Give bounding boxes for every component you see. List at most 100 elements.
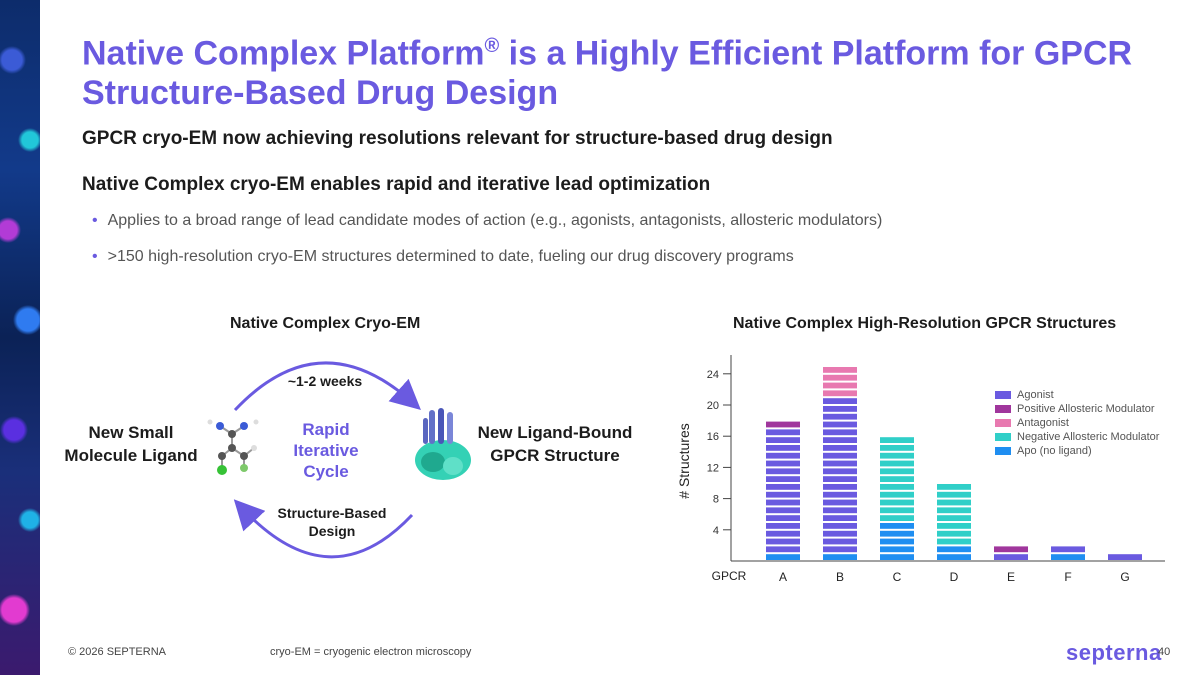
bar-segment bbox=[1051, 546, 1085, 553]
septerna-logo: septerna bbox=[1066, 640, 1162, 665]
legend-label: Positive Allosteric Modulator bbox=[1017, 403, 1155, 415]
bar-segment bbox=[823, 538, 857, 545]
copyright: © 2026 SEPTERNA bbox=[68, 646, 166, 658]
bar-segment bbox=[823, 406, 857, 412]
gpcr-structure-icon bbox=[415, 408, 471, 480]
bullet-item: • >150 high-resolution cryo-EM structures… bbox=[92, 248, 794, 265]
gpcr-structures-bar-chart: 4 8 12 16 20 24 # Structures GPCR A B C D E F G bbox=[676, 355, 1165, 584]
x-tick-label: C bbox=[893, 570, 902, 584]
bar-segment bbox=[823, 421, 857, 428]
bar-segment bbox=[937, 491, 971, 498]
bar-segment bbox=[823, 452, 857, 459]
bar-segment bbox=[937, 523, 971, 529]
bar-segment bbox=[880, 538, 914, 545]
bar-segment bbox=[937, 554, 971, 560]
legend-item: Positive Allosteric Modulator bbox=[995, 402, 1159, 416]
molecule-icon bbox=[207, 419, 259, 475]
bar-segment bbox=[766, 452, 800, 459]
bar-segment bbox=[823, 476, 857, 482]
legend-swatch bbox=[995, 391, 1011, 399]
bar-segment bbox=[823, 374, 857, 381]
bar-segment bbox=[937, 515, 971, 521]
footnote: cryo-EM = cryogenic electron microscopy bbox=[270, 646, 472, 658]
bar-segment bbox=[823, 382, 857, 389]
legend-label: Apo (no ligand) bbox=[1017, 445, 1092, 457]
x-axis-title: GPCR bbox=[712, 569, 747, 583]
legend-item: Negative Allosteric Modulator bbox=[995, 430, 1159, 444]
bar-segment bbox=[880, 452, 914, 459]
bar-segment bbox=[880, 445, 914, 451]
y-tick-label: 16 bbox=[707, 431, 719, 443]
cycle-center-label: Rapid Iterative Cycle bbox=[293, 420, 359, 481]
bar-segment bbox=[823, 515, 857, 521]
x-tick-label: G bbox=[1120, 570, 1129, 584]
new-ligand-label: New Small Molecule Ligand bbox=[64, 423, 198, 465]
bar-segment bbox=[937, 484, 971, 490]
bar-segment bbox=[823, 460, 857, 467]
bar-segment bbox=[823, 554, 857, 560]
legend-swatch bbox=[995, 433, 1011, 441]
bar-segment bbox=[766, 429, 800, 436]
heading-lead-optimization: Native Complex cryo-EM enables rapid and… bbox=[82, 174, 711, 195]
bar-segment bbox=[766, 468, 800, 475]
legend-swatch bbox=[995, 419, 1011, 427]
bar-segment bbox=[766, 499, 800, 506]
y-tick-label: 12 bbox=[707, 462, 719, 474]
legend-label: Negative Allosteric Modulator bbox=[1017, 431, 1160, 443]
legend-swatch bbox=[995, 405, 1011, 413]
legend-item: Agonist bbox=[995, 388, 1159, 402]
ligand-bound-structure-label: New Ligand-Bound GPCR Structure bbox=[477, 423, 633, 465]
bar-segment bbox=[766, 421, 800, 428]
bar-segment bbox=[766, 437, 800, 443]
bar-segment bbox=[823, 429, 857, 436]
bar-segment bbox=[766, 523, 800, 529]
bar-segment bbox=[823, 367, 857, 373]
bar-segment bbox=[1108, 554, 1142, 560]
bullet-item: • Applies to a broad range of lead candid… bbox=[92, 212, 883, 229]
chart-legend: Agonist Positive Allosteric Modulator Anta… bbox=[995, 388, 1159, 458]
structure-based-design-label: Structure-Based Design bbox=[277, 505, 387, 539]
bar-segment bbox=[937, 507, 971, 514]
bar-segment bbox=[823, 523, 857, 529]
bar-segment bbox=[1051, 554, 1085, 560]
legend-item: Antagonist bbox=[995, 416, 1159, 430]
arrow-to-ligand bbox=[233, 499, 414, 559]
bar-segment bbox=[766, 491, 800, 498]
bar-segment bbox=[823, 413, 857, 420]
bar-segment bbox=[937, 530, 971, 537]
x-tick-label: B bbox=[836, 570, 844, 584]
chart-heading: Native Complex High-Resolution GPCR Stru… bbox=[733, 315, 1117, 332]
bar-segment bbox=[880, 460, 914, 467]
bar-segment bbox=[823, 437, 857, 443]
bar-segment bbox=[823, 499, 857, 506]
legend-swatch bbox=[995, 447, 1011, 455]
bar-segment bbox=[766, 507, 800, 514]
bar-segment bbox=[823, 530, 857, 537]
bar-segment bbox=[937, 499, 971, 506]
x-tick-label: E bbox=[1007, 570, 1015, 584]
bar-segment bbox=[823, 491, 857, 498]
x-tick-label: D bbox=[950, 570, 959, 584]
bar-segment bbox=[994, 554, 1028, 560]
bar-segment bbox=[937, 546, 971, 553]
bar-segment bbox=[880, 554, 914, 560]
cycle-heading: Native Complex Cryo-EM bbox=[230, 315, 421, 332]
bar-segment bbox=[766, 538, 800, 545]
y-tick-label: 8 bbox=[713, 494, 719, 506]
arrow-to-structure bbox=[233, 361, 421, 412]
bar-segment bbox=[880, 507, 914, 514]
bar-segment bbox=[880, 437, 914, 443]
bar-segment bbox=[766, 515, 800, 521]
y-tick-label: 4 bbox=[713, 525, 719, 537]
legend-label: Antagonist bbox=[1017, 417, 1069, 429]
bar-segment bbox=[823, 484, 857, 490]
cycle-arrows-diagram bbox=[233, 361, 421, 559]
bullet-icon: • bbox=[92, 212, 98, 229]
bar-segment bbox=[766, 445, 800, 451]
bar-segment bbox=[994, 546, 1028, 553]
bar-segment bbox=[766, 476, 800, 482]
bar-segment bbox=[880, 476, 914, 482]
bar-segment bbox=[766, 554, 800, 560]
x-tick-label: F bbox=[1064, 570, 1071, 584]
bar-segment bbox=[823, 507, 857, 514]
